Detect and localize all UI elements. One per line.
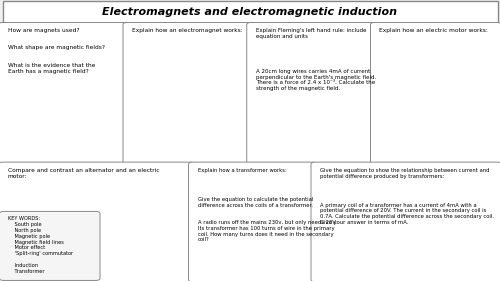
FancyBboxPatch shape <box>0 22 129 165</box>
FancyBboxPatch shape <box>2 1 498 23</box>
FancyBboxPatch shape <box>0 162 194 281</box>
Text: KEY WORDS:
    South pole
    North pole
    Magnetic pole
    Magnetic field li: KEY WORDS: South pole North pole Magneti… <box>8 216 72 274</box>
Text: Electromagnets and electromagnetic induction: Electromagnets and electromagnetic induc… <box>102 7 398 17</box>
FancyBboxPatch shape <box>0 211 100 280</box>
FancyBboxPatch shape <box>370 22 500 165</box>
Text: Explain Fleming's left hand rule: include
equation and units





A 20cm long wi: Explain Fleming's left hand rule: includ… <box>256 28 376 91</box>
FancyBboxPatch shape <box>246 22 378 165</box>
FancyBboxPatch shape <box>188 162 316 281</box>
Text: Explain how a transformer works:




Give the equation to calculate the potentia: Explain how a transformer works: Give th… <box>198 168 336 242</box>
FancyBboxPatch shape <box>123 22 254 165</box>
Text: Explain how an electromagnet works:: Explain how an electromagnet works: <box>132 28 243 33</box>
FancyBboxPatch shape <box>311 162 500 281</box>
Text: Give the equation to show the relationship between current and
potential differe: Give the equation to show the relationsh… <box>320 168 494 225</box>
Text: Explain how an electric motor works:: Explain how an electric motor works: <box>380 28 488 33</box>
Text: Compare and contrast an alternator and an electric
motor:: Compare and contrast an alternator and a… <box>8 168 159 178</box>
Text: How are magnets used?


What shape are magnetic fields?


What is the evidence t: How are magnets used? What shape are mag… <box>8 28 104 74</box>
